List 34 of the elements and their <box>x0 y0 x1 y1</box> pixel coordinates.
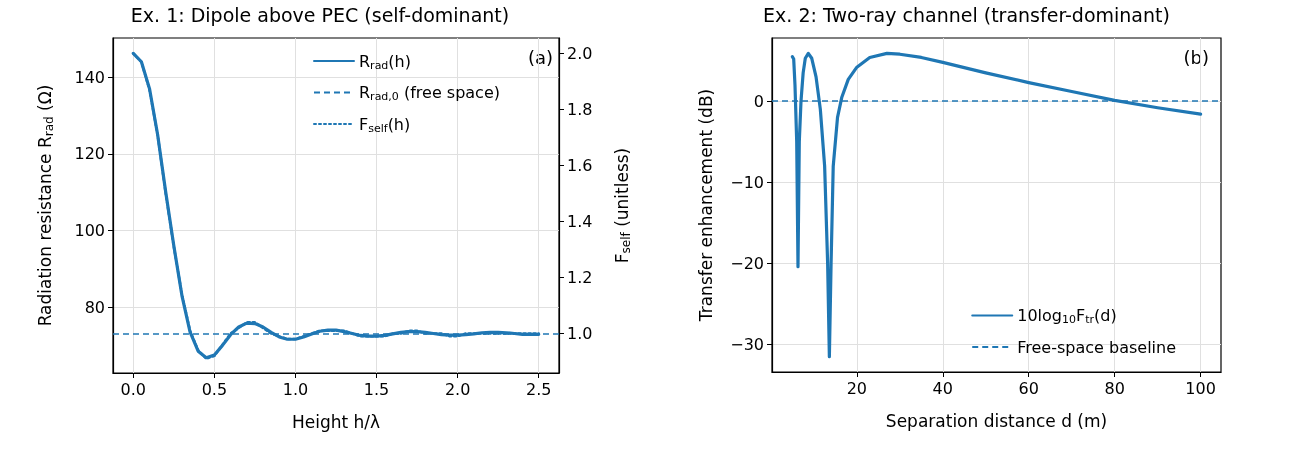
y-tick-label: −30 <box>730 334 764 354</box>
y2-tick-label: 1.2 <box>567 267 593 287</box>
x-tick-label: 1.5 <box>363 379 390 399</box>
x-tick-label: 2.0 <box>444 379 471 399</box>
x-axis-title: Height h/λ <box>291 411 381 432</box>
chart-title: Ex. 2: Two-ray channel (transfer-dominant) <box>763 3 1170 26</box>
y-tick-label: −20 <box>730 253 764 273</box>
y-axis-title: Transfer enhancement (dB) <box>695 88 716 323</box>
y2-tick-label: 1.6 <box>567 155 593 175</box>
y-axis-title: Radiation resistance Rrad (Ω) <box>34 84 56 327</box>
x-tick-label: 2.5 <box>526 379 552 399</box>
x-tick-label: 20 <box>846 378 868 398</box>
y-tick-label: 100 <box>74 220 105 240</box>
legend-label: Free-space baseline <box>1017 337 1176 357</box>
y2-axis-title: Fself (unitless) <box>611 147 633 264</box>
y2-tick-label: 1.4 <box>567 211 593 231</box>
y-tick-label: −10 <box>730 172 764 192</box>
x-tick-label: 40 <box>932 378 953 398</box>
y2-tick-label: 1.0 <box>567 324 593 344</box>
x-tick-label: 0.0 <box>120 379 146 399</box>
y2-tick-label: 1.8 <box>567 99 593 119</box>
annotation: (b) <box>1183 46 1210 68</box>
chart-title: Ex. 1: Dipole above PEC (self-dominant) <box>130 3 510 26</box>
x-tick-label: 80 <box>1104 378 1125 398</box>
y-tick-label: 140 <box>74 67 105 87</box>
y2-tick-label: 2.0 <box>567 43 593 63</box>
y-tick-label: 120 <box>74 144 105 164</box>
x-tick-label: 100 <box>1185 378 1216 398</box>
x-tick-label: 1.0 <box>282 379 309 399</box>
y-tick-label: 80 <box>84 297 105 317</box>
x-tick-label: 0.5 <box>201 379 228 399</box>
y-tick-label: 0 <box>753 91 764 111</box>
x-tick-label: 60 <box>1018 378 1039 398</box>
x-axis-title: Separation distance d (m) <box>885 410 1108 431</box>
